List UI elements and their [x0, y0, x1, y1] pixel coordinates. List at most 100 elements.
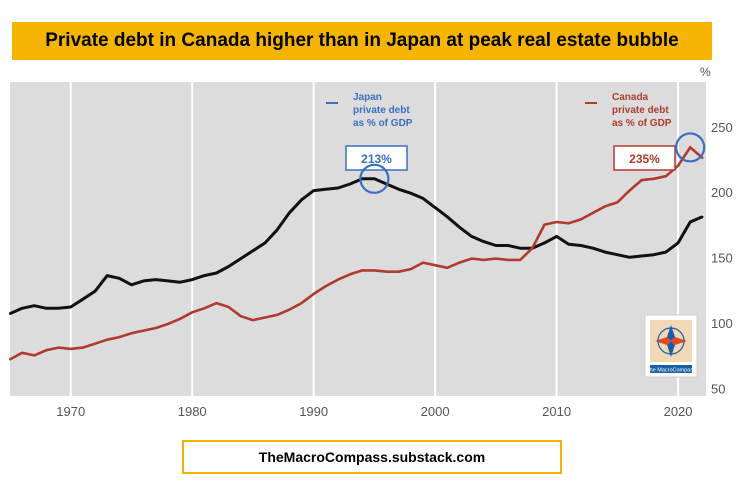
y-tick-label: 100: [711, 316, 733, 331]
series-line-japan: [9, 177, 703, 315]
data-point: [349, 182, 352, 186]
source-text: TheMacroCompass.substack.com: [258, 449, 486, 465]
data-point: [21, 307, 24, 310]
x-tick-label: 1970: [56, 404, 85, 419]
data-point: [142, 329, 145, 332]
y-tick-label: 150: [711, 251, 733, 266]
data-point: [616, 201, 619, 204]
data-point: [118, 277, 121, 280]
data-point: [324, 285, 327, 288]
data-point: [324, 188, 327, 191]
data-point: [361, 269, 364, 272]
series-line-canada: [9, 146, 704, 361]
data-point: [69, 305, 72, 309]
data-point: [689, 220, 692, 224]
data-point: [628, 256, 631, 259]
data-point: [458, 261, 461, 264]
annotation-label: 213%: [361, 152, 392, 166]
data-point: [45, 349, 48, 352]
data-point: [494, 244, 497, 247]
x-tick-label: 2010: [542, 404, 571, 419]
data-point: [81, 346, 84, 349]
data-point: [579, 218, 583, 221]
chart-title: Private debt in Canada higher than in Ja…: [45, 30, 679, 51]
data-point: [57, 307, 60, 310]
data-point: [276, 313, 279, 316]
data-point: [21, 351, 24, 354]
data-point: [227, 265, 230, 268]
data-point: [251, 319, 254, 322]
data-point: [33, 354, 36, 357]
data-point: [239, 257, 242, 260]
data-point: [664, 251, 668, 254]
data-point: [482, 258, 485, 261]
data-point: [179, 281, 182, 284]
data-point: [191, 311, 194, 314]
data-point: [300, 302, 303, 305]
data-point: [579, 244, 583, 247]
data-point: [130, 332, 133, 335]
data-point: [555, 235, 558, 238]
annotation-box: [345, 145, 408, 171]
data-point: [506, 258, 510, 261]
data-point: [373, 269, 376, 272]
legend: Japan private debt as % of GDP Canada privat…: [326, 92, 672, 129]
data-point: [264, 241, 267, 244]
data-point: [349, 273, 352, 276]
x-tick-label: 2020: [664, 404, 693, 419]
annotation-label: 235%: [629, 152, 660, 166]
data-point: [567, 243, 570, 246]
data-point: [409, 268, 412, 271]
data-point: [543, 241, 546, 244]
data-point: [470, 235, 473, 238]
data-point: [336, 186, 340, 190]
data-point: [397, 188, 400, 191]
legend-label: private debt: [353, 105, 410, 116]
data-point: [567, 222, 570, 225]
data-point: [8, 358, 12, 361]
data-point: [434, 264, 437, 267]
data-point: [664, 175, 668, 178]
data-point: [227, 305, 230, 309]
highlight-circle: [675, 132, 706, 163]
data-point: [640, 254, 643, 258]
data-point: [288, 211, 291, 214]
data-point: [616, 253, 619, 256]
logo: The MacroCompass: [644, 314, 698, 378]
x-tick-label: 2000: [421, 404, 450, 419]
data-point: [421, 261, 425, 264]
data-point: [179, 317, 182, 320]
y-axis-unit: %: [700, 65, 711, 79]
legend-label: as % of GDP: [612, 118, 672, 129]
data-point: [361, 177, 364, 180]
legend-label: as % of GDP: [353, 118, 413, 129]
data-point: [69, 347, 72, 350]
data-point: [591, 211, 595, 214]
data-point: [81, 298, 84, 301]
data-point: [519, 247, 522, 250]
data-point: [421, 197, 425, 200]
data-point: [288, 308, 291, 311]
data-point: [446, 266, 449, 269]
data-point: [130, 283, 133, 286]
data-point: [373, 177, 376, 180]
data-point: [506, 244, 510, 247]
data-point: [604, 205, 607, 208]
data-point: [494, 257, 497, 260]
annotations: 213% 235%: [345, 132, 706, 194]
plot-area: [10, 82, 706, 396]
data-point: [543, 223, 546, 226]
legend-label: private debt: [612, 105, 669, 116]
legend-label: Japan: [353, 92, 382, 103]
data-point: [57, 346, 60, 349]
data-point: [106, 338, 109, 341]
data-point: [677, 164, 680, 167]
data-point: [397, 270, 400, 273]
logo-text: The MacroCompass: [646, 368, 696, 374]
grid: [69, 82, 680, 396]
data-point: [555, 220, 558, 224]
data-point: [45, 307, 48, 310]
data-point: [312, 189, 315, 192]
x-tick-label: 1980: [178, 404, 207, 419]
source-banner: TheMacroCompass.substack.com: [182, 440, 562, 474]
